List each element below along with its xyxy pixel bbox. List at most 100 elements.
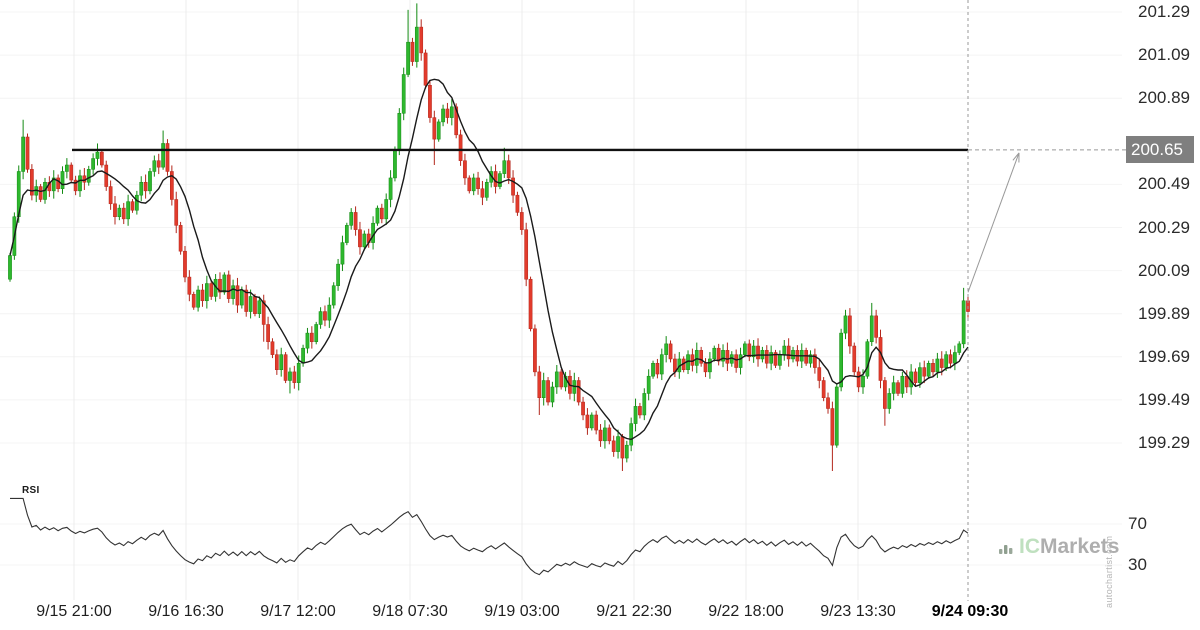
- candle-down: [506, 160, 511, 179]
- candle-up: [288, 371, 292, 381]
- candle-up: [344, 225, 349, 243]
- x-axis-tick: 9/18 07:30: [372, 603, 448, 620]
- candle-up: [51, 177, 56, 192]
- candle-up: [616, 436, 620, 452]
- candle-down: [594, 414, 599, 431]
- candle-down: [598, 429, 603, 442]
- candle-down: [725, 350, 730, 364]
- candle-down: [121, 207, 126, 220]
- resistance-line-layer: [72, 0, 1126, 601]
- candle-up: [414, 26, 419, 62]
- candle-up: [550, 386, 555, 403]
- candle-down: [874, 315, 878, 338]
- candle-up: [296, 363, 301, 383]
- candle-down: [463, 160, 467, 179]
- candle-up: [301, 347, 305, 364]
- candle-up: [782, 345, 787, 355]
- candle-down: [581, 401, 585, 416]
- y-axis-tick: 199.69: [1138, 346, 1190, 366]
- candle-up: [721, 350, 725, 362]
- projection-arrow-shaft: [967, 152, 1020, 293]
- x-axis-tick: 9/21 22:30: [596, 603, 672, 620]
- candle-down: [187, 276, 192, 295]
- candle-down: [108, 186, 113, 205]
- candle-down: [852, 345, 857, 373]
- candle-up: [957, 343, 962, 353]
- candle-up: [891, 382, 896, 394]
- candle-up: [642, 393, 647, 416]
- y-axis-tick: 199.49: [1138, 389, 1190, 409]
- candle-up: [869, 315, 874, 342]
- candle-down: [559, 371, 564, 388]
- candle-down: [922, 367, 927, 377]
- candle-down: [165, 143, 170, 172]
- candle-up: [926, 363, 931, 377]
- candle-up: [498, 173, 502, 187]
- candle-up: [331, 285, 336, 306]
- candle-up: [791, 350, 795, 360]
- candle-up: [843, 315, 848, 334]
- candle-down: [668, 343, 673, 360]
- candle-down: [467, 177, 472, 192]
- x-axis-tick: 9/15 21:00: [36, 603, 112, 620]
- autochartist-credit: autochartist.com: [1104, 535, 1114, 609]
- candle-up: [349, 212, 354, 226]
- candle-down: [113, 203, 117, 217]
- candle-up: [900, 375, 905, 394]
- candle-down: [410, 41, 415, 62]
- y-axis-tick: 201.09: [1138, 45, 1190, 65]
- candle-down: [358, 229, 362, 248]
- candle-down: [546, 380, 550, 403]
- candle-down: [883, 380, 887, 409]
- candle-up: [449, 106, 454, 118]
- candle-down: [309, 332, 314, 342]
- x-axis-tick: 9/23 13:30: [820, 603, 896, 620]
- candle-up: [664, 343, 669, 355]
- candle-down: [804, 350, 808, 364]
- candle-down: [73, 179, 78, 192]
- candle-down: [519, 212, 524, 230]
- candle-down: [200, 289, 205, 302]
- candle-down: [253, 296, 257, 314]
- candle-up: [935, 358, 940, 373]
- candle-up: [60, 171, 65, 189]
- candle-up: [231, 285, 235, 299]
- moving-average-layer: [9, 78, 969, 441]
- candle-down: [69, 164, 74, 181]
- candle-up: [712, 347, 717, 360]
- candle-down: [511, 177, 515, 196]
- candle-up: [152, 160, 157, 172]
- candles-layer: [8, 3, 970, 472]
- y-axis-tick: 199.29: [1138, 433, 1190, 452]
- x-axis-tick: 9/17 12:00: [260, 603, 336, 620]
- candle-down: [756, 345, 760, 360]
- candle-up: [646, 375, 651, 394]
- candle-down: [226, 274, 231, 299]
- candle-down: [896, 382, 900, 394]
- candle-down: [419, 26, 424, 54]
- candle-down: [283, 354, 288, 381]
- candle-down: [913, 371, 918, 383]
- candle-up: [659, 354, 664, 375]
- candle-down: [830, 408, 835, 446]
- candle-up: [126, 201, 130, 220]
- candle-down: [458, 134, 463, 161]
- y-axis-tick: 199.89: [1138, 303, 1190, 323]
- candle-down: [423, 52, 428, 86]
- candle-down: [703, 363, 708, 373]
- candle-up: [633, 406, 638, 424]
- candle-up: [651, 363, 655, 377]
- candle-down: [773, 352, 778, 366]
- x-axis-tick: 9/22 18:00: [708, 603, 784, 620]
- candle-down: [734, 354, 739, 368]
- candle-down: [931, 363, 935, 373]
- candle-down: [576, 380, 581, 403]
- candle-up: [834, 386, 839, 446]
- candle-up: [708, 358, 712, 373]
- candle-up: [778, 354, 782, 366]
- candle-down: [130, 201, 135, 211]
- candle-up: [441, 108, 445, 123]
- candle-down: [100, 151, 104, 166]
- candle-up: [484, 181, 489, 198]
